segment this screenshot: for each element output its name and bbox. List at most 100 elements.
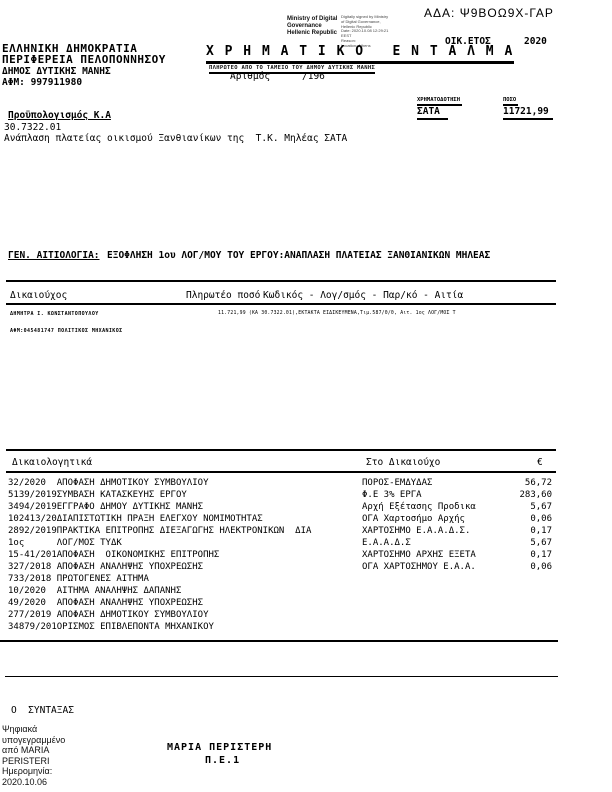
beneficiary-name: ΔΗΜΗΤΡΑ Ι. ΚΩΝΣΤΑΝΤΟΠΟΥΛΟΥ — [10, 311, 99, 317]
currency-column-header: € — [537, 457, 543, 468]
documents-table-body: 32/2020 ΑΠΟΦΑΣΗ ΔΗΜΟΤΙΚΟΥ ΣΥΜΒΟΥΛΙΟΥ ΠΟΡΟ… — [0, 478, 612, 634]
table-row: 15-41/201ΑΠΟΦΑΣΗ ΟΙΚΟΝΟΜΙΚΗΣ ΕΠΙΤΡΟΠΗΣ ΧΑ… — [0, 550, 612, 562]
document-title: Χ Ρ Η Μ Α Τ Ι Κ Ο Ε Ν Τ Α Λ Μ Α — [206, 44, 514, 64]
budget-code-value: 30.7322.01 — [4, 122, 62, 133]
digital-signature-line: PERISTERI — [2, 755, 50, 766]
ministry-stamp-line: Ministry of Digital — [287, 16, 338, 22]
general-reason-text: ΕΞΟΦΛΗΣΗ 1ου ΛΟΓ/ΜΟΥ ΤΟΥ ΕΡΓΟΥ:ΑΝΑΠΛΑΣΗ … — [107, 250, 491, 261]
table-row: 49/2020 ΑΠΟΦΑΣΗ ΑΝΑΛΗΨΗΣ ΥΠΟΧΡΕΩΣΗΣ — [0, 598, 612, 610]
document-label: 277/2019 ΑΠΟΦΑΣΗ ΔΗΜΟΤΙΚΟΥ ΣΥΜΒΟΥΛΙΟΥ — [8, 610, 209, 620]
documents-column-header: Δικαιολογητικά — [12, 457, 93, 468]
fiscal-year-value: 2020 — [524, 36, 547, 47]
authority-line-region: ΠΕΡΙΦΕΡΕΙΑ ΠΕΛΟΠΟΝΝΗΣΟΥ — [2, 53, 166, 66]
divider — [0, 640, 558, 642]
document-label: 10/2020 ΑΙΤΗΜΑ ΑΝΑΛΗΨΗΣ ΔΑΠΑΝΗΣ — [8, 586, 182, 596]
deduction-amount: 56,72 — [524, 478, 552, 488]
ada-code: ΑΔΑ: Ψ9ΒΟΩ9Χ-ΓΑΡ — [424, 6, 554, 20]
number-value: /196 — [302, 71, 325, 82]
digital-signature-line: υπογεγραμμένο — [2, 734, 66, 745]
table-row: 102413/20ΔΙΑΠΙΣΤΩΤΙΚΗ ΠΡΑΞΗ ΕΛΕΓΧΟΥ ΝΟΜΙ… — [0, 514, 612, 526]
digital-signature-stamp-line: Location: Athens — [341, 42, 371, 48]
digital-signature-line: Ημερομηνία: — [2, 766, 53, 776]
document-label: 1ος ΛΟΓ/ΜΟΣ ΤΥΔΚ — [8, 538, 122, 548]
document-label: 5139/2019ΣΥΜΒΑΣΗ ΚΑΤΑΣΚΕΥΗΣ ΕΡΓΟΥ — [8, 490, 187, 500]
document-label: 102413/20ΔΙΑΠΙΣΤΩΤΙΚΗ ΠΡΑΞΗ ΕΛΕΓΧΟΥ ΝΟΜΙ… — [8, 514, 263, 524]
digital-signature-stamp-line: Hellenic Republic — [341, 23, 372, 29]
authority-line-afm: ΑΦΜ: 997911980 — [2, 77, 83, 88]
document-label: 32/2020 ΑΠΟΦΑΣΗ ΔΗΜΟΤΙΚΟΥ ΣΥΜΒΟΥΛΙΟΥ — [8, 478, 209, 488]
authority-line-republic: ΕΛΛΗΝΙΚΗ ΔΗΜΟΚΡΑΤΙΑ — [2, 42, 138, 55]
deduction-amount: 5,67 — [530, 538, 552, 548]
budget-description: Ανάπλαση πλατείας οικισμού Ξανθιανίκων τ… — [4, 133, 348, 144]
deduction-label: ΧΑΡΤΟΣΗΜΟ ΑΡΧΗΣ ΕΞΕΤΑ — [362, 550, 476, 560]
general-reason-label: ΓΕΝ. ΑΙΤΙΟΛΟΓΙΑ: — [8, 250, 100, 261]
deduction-label: ΟΓΑ ΧΑΡΤΟΣΗΜΟΥ Ε.Α.Α. — [362, 562, 476, 572]
table-row: 327/2018 ΑΠΟΦΑΣΗ ΑΝΑΛΗΨΗΣ ΥΠΟΧΡΕΩΣΗΣ ΟΓΑ … — [0, 562, 612, 574]
signer-grade: Π.Ε.1 — [205, 755, 241, 766]
deduction-label: ΧΑΡΤΟΣΗΜΟ Ε.Α.Α.Δ.Σ. — [362, 526, 471, 536]
document-label: 49/2020 ΑΠΟΦΑΣΗ ΑΝΑΛΗΨΗΣ ΥΠΟΧΡΕΩΣΗΣ — [8, 598, 204, 608]
divider — [5, 676, 558, 677]
payable-column-header: Πληρωτέο ποσό — [186, 290, 261, 301]
digital-signature-line: Ψηφιακά — [2, 724, 38, 734]
document-subtitle: ΠΛΗΡΩΤΕΟ ΑΠΟ ΤΟ ΤΑΜΕΙΟ ΤΟΥ ΔΗΜΟΥ ΔΥΤΙΚΗΣ… — [209, 65, 376, 74]
table-row: 1ος ΛΟΓ/ΜΟΣ ΤΥΔΚ Ε.Α.Α.Δ.Σ 5,67 — [0, 538, 612, 550]
budget-code-label: Προϋπολογισμός Κ.Α — [8, 110, 111, 121]
table-row: 2892/2019ΠΡΑΚΤΙΚΑ ΕΠΙΤΡΟΠΗΣ ΔΙΕΞΑΓΩΓΗΣ Η… — [0, 526, 612, 538]
beneficiary-payment-line: 11.721,99 (ΚΑ 30.7322.01),ΕΚΤΑΚΤΑ ΕΙΔΙΚΕ… — [218, 311, 456, 316]
digital-signature-line: από MARIA — [2, 745, 50, 755]
digital-signature-stamp-line: Reason: — [341, 37, 356, 43]
signer-name: ΜΑΡΙΑ ΠΕΡΙΣΤΕΡΗ — [167, 742, 273, 753]
divider — [6, 449, 556, 451]
digital-signature-stamp-line: of Digital Governance, — [341, 18, 381, 24]
deduction-label: ΠΟΡΟΣ-ΕΜΔΥΔΑΣ — [362, 478, 433, 488]
funding-column-header: ΧΡΗΜΑΤΟΔΟΤΗΣΗ — [417, 97, 463, 106]
deduction-amount: 0,06 — [530, 514, 552, 524]
document-label: 15-41/201ΑΠΟΦΑΣΗ ΟΙΚΟΝΟΜΙΚΗΣ ΕΠΙΤΡΟΠΗΣ — [8, 550, 220, 560]
deduction-label: Φ.Ε 3% ΕΡΓΑ — [362, 490, 422, 500]
divider — [6, 280, 556, 282]
drafter-label: Ο ΣΥΝΤΑΞΑΣ — [11, 705, 74, 716]
digital-signature-stamp: Digitally signed by Ministry of Digital G… — [341, 14, 389, 49]
deduction-label: ΟΓΑ Χαρτοσήμο Αρχής — [362, 514, 465, 524]
table-row: 10/2020 ΑΙΤΗΜΑ ΑΝΑΛΗΨΗΣ ΔΑΠΑΝΗΣ — [0, 586, 612, 598]
table-row: 34879/201ΟΡΙΣΜΟΣ ΕΠΙΒΛΕΠΟΝΤΑ ΜΗΧΑΝΙΚΟΥ — [0, 622, 612, 634]
deduction-amount: 0,06 — [530, 562, 552, 572]
deduction-label: Αρχή Εξέτασης Προδικα — [362, 502, 476, 512]
document-label: 733/2018 ΠΡΩΤΟΓΕΝΕΣ ΑΙΤΗΜΑ — [8, 574, 149, 584]
number-label: Αριθμός — [230, 71, 271, 82]
beneficiary-column-header: Δικαιούχος — [10, 290, 68, 301]
deduction-amount: 0,17 — [530, 526, 552, 536]
funding-source-value: ΣΑΤΑ — [417, 106, 448, 120]
deduction-amount: 5,67 — [530, 502, 552, 512]
table-row: 277/2019 ΑΠΟΦΑΣΗ ΔΗΜΟΤΙΚΟΥ ΣΥΜΒΟΥΛΙΟΥ — [0, 610, 612, 622]
document-label: 3494/2019ΕΓΓΡΑΦΟ ΔΗΜΟΥ ΔΥΤΙΚΗΣ ΜΑΝΗΣ — [8, 502, 204, 512]
to-beneficiary-column-header: Στο Δικαιούχο — [366, 457, 441, 468]
table-row: 733/2018 ΠΡΩΤΟΓΕΝΕΣ ΑΙΤΗΜΑ — [0, 574, 612, 586]
deduction-label: Ε.Α.Α.Δ.Σ — [362, 538, 411, 548]
document-label: 2892/2019ΠΡΑΚΤΙΚΑ ΕΠΙΤΡΟΠΗΣ ΔΙΕΞΑΓΩΓΗΣ Η… — [8, 526, 312, 536]
table-row: 32/2020 ΑΠΟΦΑΣΗ ΔΗΜΟΤΙΚΟΥ ΣΥΜΒΟΥΛΙΟΥ ΠΟΡΟ… — [0, 478, 612, 490]
table-row: 5139/2019ΣΥΜΒΑΣΗ ΚΑΤΑΣΚΕΥΗΣ ΕΡΓΟΥ Φ.Ε 3% … — [0, 490, 612, 502]
ministry-stamp-line: Hellenic Republic — [287, 30, 338, 36]
beneficiary-details: ΑΦΜ:045481747 ΠΟΛΙΤΙΚΟΣ ΜΗΧΑΝΙΚΟΣ — [10, 328, 123, 334]
document-label: 34879/201ΟΡΙΣΜΟΣ ΕΠΙΒΛΕΠΟΝΤΑ ΜΗΧΑΝΙΚΟΥ — [8, 622, 214, 632]
digital-signature-stamp-line: Date: 2020.10.08 12:29:21 — [341, 28, 389, 34]
digital-signature-line: 2020.10.06 — [2, 776, 48, 787]
table-row: 3494/2019ΕΓΓΡΑΦΟ ΔΗΜΟΥ ΔΥΤΙΚΗΣ ΜΑΝΗΣ Αρχή… — [0, 502, 612, 514]
funding-amount-value: 11721,99 — [503, 106, 553, 120]
fiscal-year-label: ΟΙΚ.ΕΤΟΣ — [445, 36, 491, 47]
digital-signature-stamp-line: EEST — [341, 33, 352, 39]
ministry-stamp-line: Governance — [287, 23, 322, 29]
digital-signature-block: Ψηφιακά υπογεγραμμένο από MARIA PERISTERI Ημ… — [2, 724, 65, 787]
divider — [6, 303, 556, 305]
document-label: 327/2018 ΑΠΟΦΑΣΗ ΑΝΑΛΗΨΗΣ ΥΠΟΧΡΕΩΣΗΣ — [8, 562, 204, 572]
amount-column-header: ΠΟΣΟ — [503, 97, 519, 106]
code-column-header: Κωδικός - Λογ/σμός - Παρ/κό - Αιτία — [263, 290, 464, 301]
divider — [6, 471, 556, 473]
deduction-amount: 0,17 — [530, 550, 552, 560]
authority-line-municipality: ΔΗΜΟΣ ΔΥΤΙΚΗΣ ΜΑΝΗΣ — [2, 66, 111, 77]
ministry-stamp: Ministry of Digital Governance Hellenic Re… — [287, 16, 337, 37]
deduction-amount: 283,60 — [519, 490, 552, 500]
